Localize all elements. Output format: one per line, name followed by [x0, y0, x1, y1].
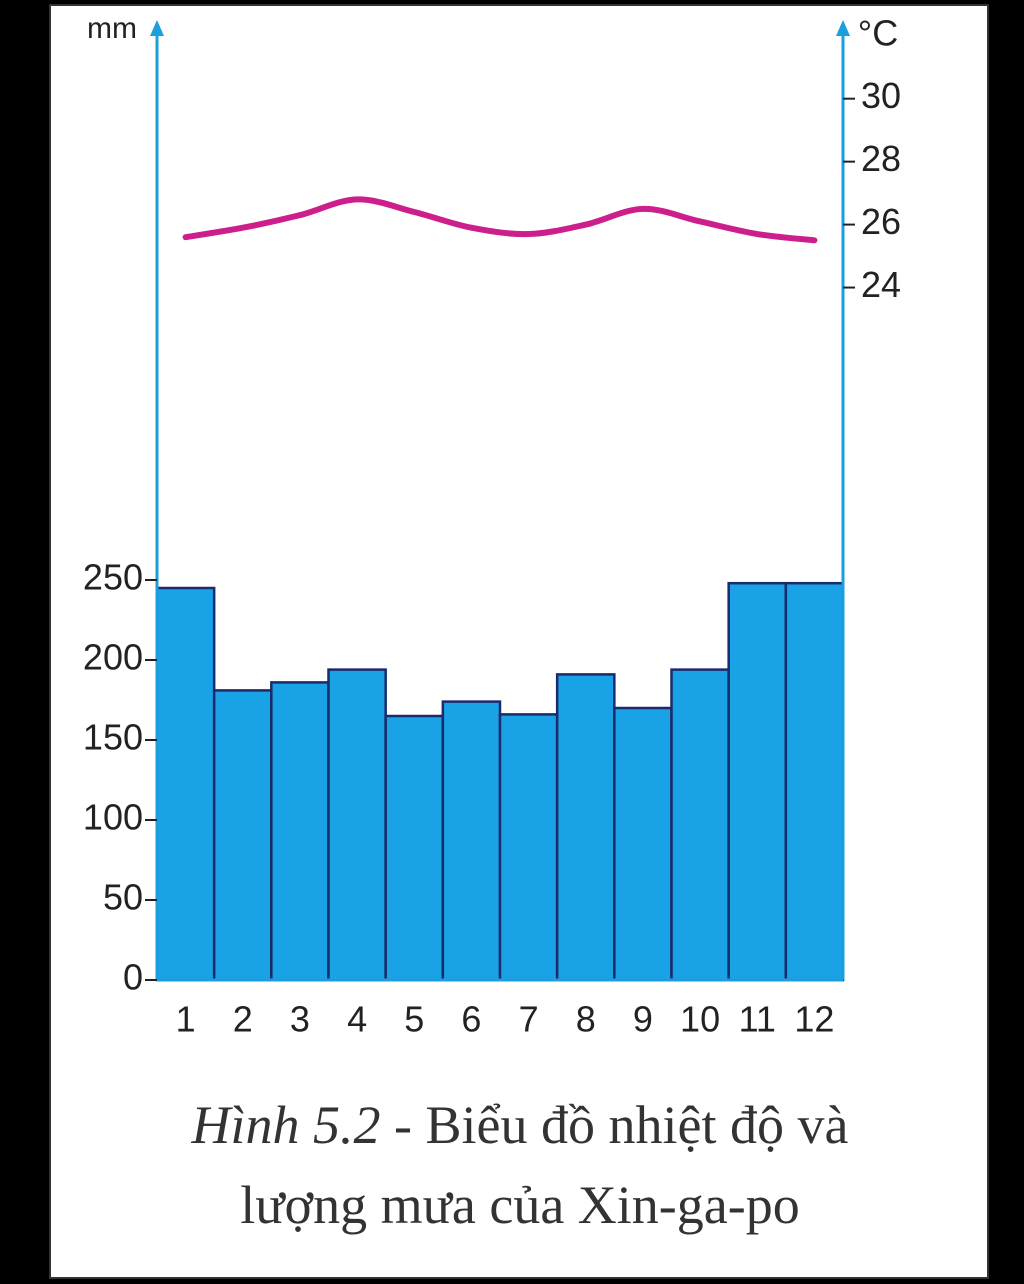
x-tick-label: 8 — [576, 999, 596, 1040]
y2-tick-label: 30 — [861, 75, 901, 116]
bar — [270, 681, 330, 982]
caption-text: - Biểu đồ nhiệt độ và lượng mưa của Xin-… — [240, 1095, 849, 1235]
x-tick-label: 6 — [461, 999, 481, 1040]
bar — [155, 586, 216, 982]
y2-axis-label: °C — [858, 13, 898, 54]
x-tick-label: 4 — [347, 999, 367, 1040]
y2-tick-label: 28 — [861, 138, 901, 179]
bar — [555, 673, 616, 982]
x-tick-label: 10 — [680, 999, 720, 1040]
temperature-line — [182, 196, 818, 244]
x-tick-label: 1 — [176, 999, 196, 1040]
bar — [441, 700, 502, 982]
y-tick-label: 50 — [103, 877, 143, 918]
x-tick-label: 9 — [633, 999, 653, 1040]
y-tick-label: 100 — [83, 797, 143, 838]
y2-axis-arrow — [836, 20, 850, 36]
y-tick-label: 150 — [83, 717, 143, 758]
x-tick-label: 7 — [519, 999, 539, 1040]
bar — [727, 581, 788, 982]
y-tick-label: 250 — [83, 557, 143, 598]
bar — [784, 581, 845, 982]
bar — [384, 714, 445, 982]
bar — [327, 668, 387, 982]
x-tick-label: 3 — [290, 999, 310, 1040]
bar — [212, 689, 273, 982]
x-tick-label: 11 — [739, 999, 776, 1040]
bar — [498, 713, 559, 982]
y-axis-arrow — [150, 20, 164, 36]
y-axis-label: mm — [87, 12, 137, 45]
caption: Hình 5.2 - Biểu đồ nhiệt độ và lượng mưa… — [130, 1085, 910, 1245]
y2-tick-label: 26 — [861, 201, 901, 242]
bar — [670, 668, 730, 982]
y-tick-label: 0 — [123, 957, 143, 998]
bar — [613, 706, 673, 982]
x-tick-label: 5 — [404, 999, 424, 1040]
y-tick-label: 200 — [83, 637, 143, 678]
figure-label: Hình 5.2 — [191, 1095, 381, 1155]
y2-tick-label: 24 — [861, 264, 901, 305]
x-tick-label: 12 — [794, 999, 834, 1040]
x-tick-label: 2 — [233, 999, 253, 1040]
